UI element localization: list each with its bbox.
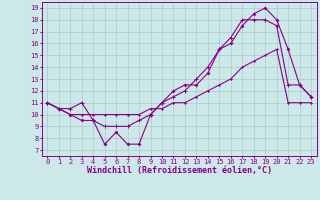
- X-axis label: Windchill (Refroidissement éolien,°C): Windchill (Refroidissement éolien,°C): [87, 166, 272, 175]
